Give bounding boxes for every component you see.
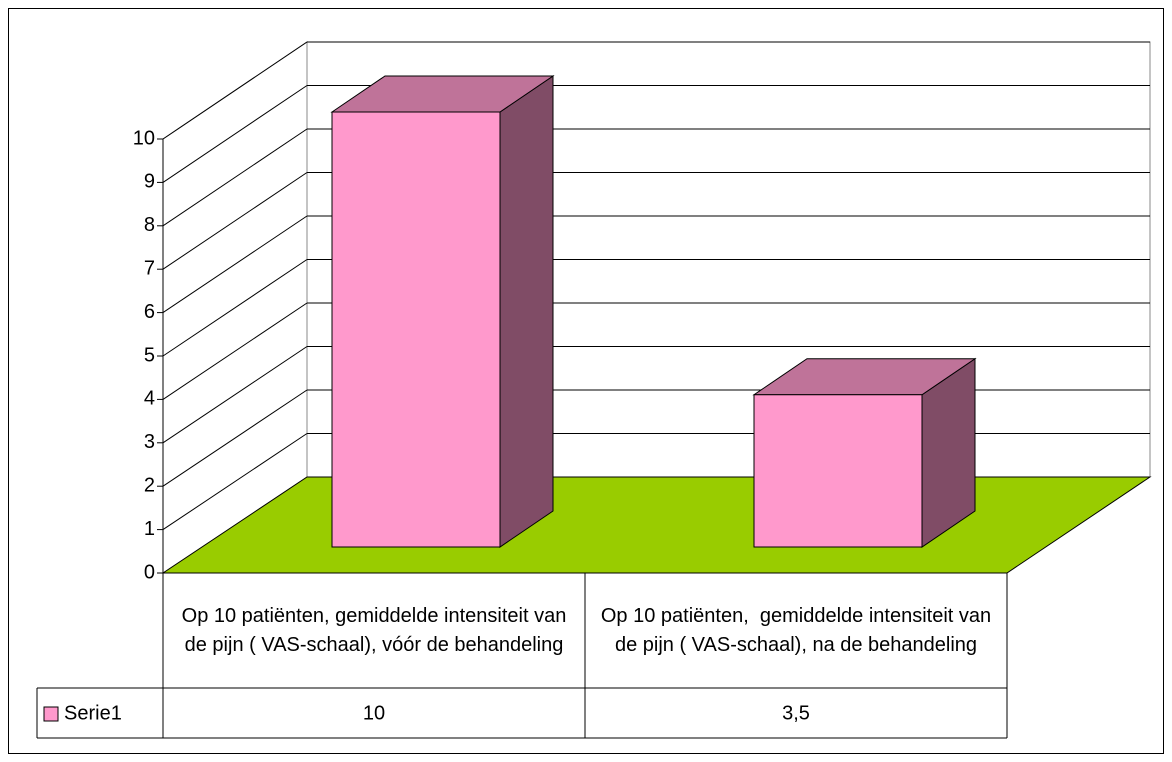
y-tick-label: 5 <box>144 344 155 366</box>
y-tick-label: 1 <box>144 518 155 540</box>
grid-line <box>162 346 308 444</box>
legend-swatch <box>43 706 59 722</box>
legend-label: Serie1 <box>64 702 122 724</box>
bar <box>331 111 501 548</box>
y-tick-label: 0 <box>144 561 155 583</box>
y-tick-label: 2 <box>144 474 155 496</box>
y-tick-label: 3 <box>144 431 155 453</box>
floor <box>161 476 1152 574</box>
y-tick-label: 7 <box>144 257 155 279</box>
grid-line <box>162 389 308 487</box>
y-tick-label: 4 <box>144 388 155 410</box>
y-tick-label: 9 <box>144 171 155 193</box>
grid-line <box>162 259 308 357</box>
y-tick-label: 10 <box>133 127 155 149</box>
grid-line <box>162 85 308 183</box>
grid-line <box>162 128 308 227</box>
grid-line <box>162 41 308 140</box>
value-label: 3,5 <box>782 702 810 724</box>
grid-line <box>162 433 308 531</box>
y-tick-label: 6 <box>144 301 155 323</box>
category-label: Op 10 patiënten, gemiddelde intensiteit … <box>600 604 997 656</box>
bar-side <box>499 75 554 548</box>
grid-line <box>162 172 308 270</box>
bar <box>753 394 923 548</box>
grid-line <box>162 302 308 400</box>
grid-line <box>162 215 308 314</box>
y-tick-label: 8 <box>144 214 155 236</box>
category-label: Op 10 patiënten, gemiddelde intensiteit … <box>181 604 572 656</box>
value-label: 10 <box>363 702 385 724</box>
